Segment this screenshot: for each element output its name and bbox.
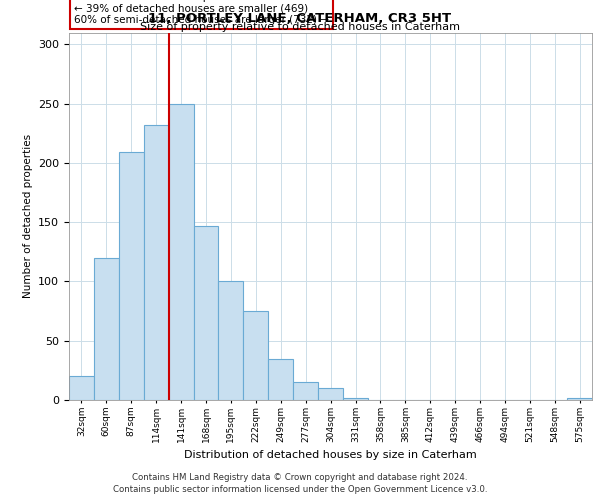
Bar xyxy=(194,226,218,400)
Bar xyxy=(567,398,592,400)
Bar xyxy=(218,282,244,400)
Text: Size of property relative to detached houses in Caterham: Size of property relative to detached ho… xyxy=(140,22,460,32)
Bar xyxy=(94,258,119,400)
Text: Contains public sector information licensed under the Open Government Licence v3: Contains public sector information licen… xyxy=(113,486,487,494)
X-axis label: Distribution of detached houses by size in Caterham: Distribution of detached houses by size … xyxy=(184,450,477,460)
Bar xyxy=(343,398,368,400)
Text: 11 PORTLEY LANE: 131sqm
← 39% of detached houses are smaller (469)
60% of semi-d: 11 PORTLEY LANE: 131sqm ← 39% of detache… xyxy=(74,0,329,25)
Bar xyxy=(119,152,144,400)
Bar xyxy=(169,104,194,400)
Y-axis label: Number of detached properties: Number of detached properties xyxy=(23,134,32,298)
Text: Contains HM Land Registry data © Crown copyright and database right 2024.: Contains HM Land Registry data © Crown c… xyxy=(132,473,468,482)
Bar xyxy=(69,376,94,400)
Bar xyxy=(318,388,343,400)
Bar xyxy=(244,311,268,400)
Bar xyxy=(293,382,318,400)
Bar xyxy=(144,125,169,400)
Text: 11, PORTLEY LANE, CATERHAM, CR3 5HT: 11, PORTLEY LANE, CATERHAM, CR3 5HT xyxy=(148,12,452,24)
Bar xyxy=(268,358,293,400)
